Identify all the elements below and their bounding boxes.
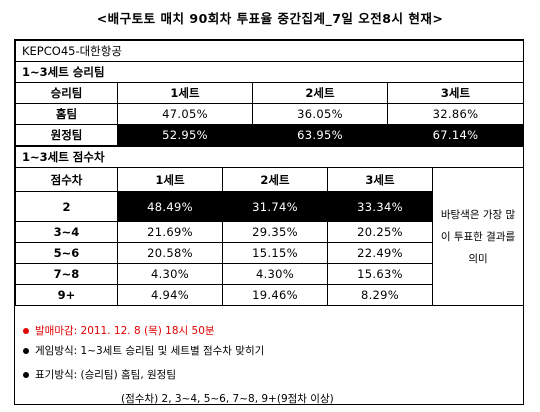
vote-cell: 4.30%: [222, 263, 328, 285]
row-label: 3~4: [15, 221, 118, 243]
row-label: 원정팀: [15, 124, 118, 146]
winner-table: KEPCO45-대한항공 1~3세트 승리팀 승리팀 1세트 2세트 3세트 홈…: [15, 40, 524, 146]
set-header: 2세트: [252, 82, 388, 104]
vote-cell-highlight: 52.95%: [117, 124, 253, 146]
score-col-header: 점수차: [15, 167, 118, 192]
results-panel: KEPCO45-대한항공 1~3세트 승리팀 승리팀 1세트 2세트 3세트 홈…: [14, 39, 525, 405]
deadline-text: 발매마감: 2011. 12. 8 (목) 18시 50분: [35, 325, 215, 337]
row-label: 9+: [15, 284, 118, 306]
winner-col-header: 승리팀: [15, 82, 118, 104]
vote-cell: 15.63%: [327, 263, 433, 285]
set-header: 3세트: [387, 82, 524, 104]
bullet-icon: [23, 348, 29, 354]
vote-cell: 47.05%: [117, 103, 253, 125]
vote-cell: 29.35%: [222, 221, 328, 243]
row-label: 5~6: [15, 242, 118, 264]
set-header: 1세트: [117, 82, 253, 104]
vote-cell: 32.86%: [387, 103, 524, 125]
page-title: <배구토토 매치 90회차 투표율 중간집계_7일 오전8시 현재>: [96, 11, 444, 26]
set-header: 1세트: [117, 167, 223, 192]
vote-cell: 22.49%: [327, 242, 433, 264]
row-label: 7~8: [15, 263, 118, 285]
vote-cell: 21.69%: [117, 221, 223, 243]
vote-cell: 4.30%: [117, 263, 223, 285]
row-label: 홈팀: [15, 103, 118, 125]
vote-cell: 36.05%: [252, 103, 388, 125]
vote-cell: 4.94%: [117, 284, 223, 306]
score-table: 1~3세트 점수차 점수차 1세트 2세트 3세트 바탕색은 가장 많이 투표한…: [14, 146, 525, 306]
vote-cell: 20.58%: [117, 242, 223, 264]
vote-cell-highlight: 33.34%: [327, 191, 433, 222]
vote-cell-highlight: 31.74%: [222, 191, 328, 222]
table-row: 홈팀 47.05% 36.05% 32.86%: [15, 103, 524, 125]
set-header: 2세트: [222, 167, 328, 192]
vote-cell-highlight: 48.49%: [117, 191, 223, 222]
vote-cell: 20.25%: [327, 221, 433, 243]
table-row: 2 48.49% 31.74% 33.34%: [15, 191, 524, 222]
highlight-legend-note: 바탕색은 가장 많이 투표한 결과를 의미: [431, 167, 525, 306]
winner-section-heading: 1~3세트 승리팀: [15, 61, 524, 83]
notation-text: 표기방식: (승리팀) 홈팀, 원정팀: [35, 369, 177, 381]
bullet-icon: [23, 328, 29, 334]
match-name: KEPCO45-대한항공: [15, 40, 524, 62]
vote-cell-highlight: 67.14%: [387, 124, 524, 146]
table-row: 3~4 21.69% 29.35% 20.25%: [15, 221, 524, 243]
bullet-icon: [23, 372, 29, 378]
vote-cell: 8.29%: [327, 284, 433, 306]
game-method-text: 게임방식: 1~3세트 승리팀 및 세트별 점수차 맞히기: [35, 345, 265, 357]
table-row: 원정팀 52.95% 63.95% 67.14%: [15, 124, 524, 146]
row-label: 2: [15, 191, 118, 222]
vote-cell-highlight: 63.95%: [252, 124, 388, 146]
vote-cell: 19.46%: [222, 284, 328, 306]
set-header: 3세트: [327, 167, 433, 192]
score-section-heading: 1~3세트 점수차: [14, 146, 525, 168]
vote-cell: 15.15%: [222, 242, 328, 264]
table-row: 5~6 20.58% 15.15% 22.49%: [15, 242, 524, 264]
notation-score-text: (점수차) 2, 3~4, 5~6, 7~8, 9+(9점차 이상): [121, 393, 334, 405]
table-row: 9+ 4.94% 19.46% 8.29%: [15, 284, 524, 306]
